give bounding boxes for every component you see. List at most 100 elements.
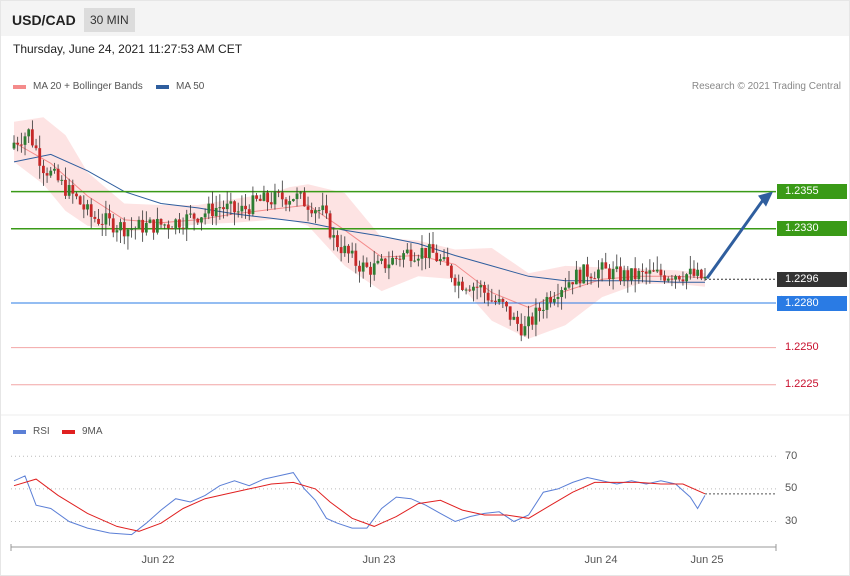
candle-body <box>659 269 663 276</box>
candle-body <box>89 204 93 217</box>
candle-body <box>159 218 163 225</box>
candle-body <box>317 210 321 212</box>
candle-body <box>648 270 652 274</box>
level-label-1.2280: 1.2280 <box>777 295 847 311</box>
candle-body <box>177 219 181 228</box>
x-tick-label: Jun 25 <box>690 554 723 566</box>
candle-body <box>189 213 192 215</box>
candle-body <box>255 195 258 199</box>
candle-body <box>438 259 442 262</box>
candle-body <box>196 218 200 223</box>
candle-body <box>615 266 619 270</box>
candle-body <box>108 213 111 219</box>
candle-body <box>310 209 314 214</box>
candle-body <box>497 299 501 303</box>
candle-body <box>413 260 417 262</box>
rsi-panel <box>11 455 776 536</box>
candle-body <box>527 316 530 327</box>
candle-body <box>409 249 413 262</box>
candle-body <box>560 290 564 298</box>
candle-body <box>53 168 56 171</box>
candle-body <box>600 262 604 270</box>
candle-body <box>328 213 332 238</box>
candle-body <box>339 247 343 254</box>
candle-body <box>251 195 255 215</box>
price-lines <box>13 142 706 309</box>
candle-body <box>681 279 685 282</box>
candle-body <box>45 173 49 176</box>
candle-body <box>549 296 553 303</box>
candle-body <box>148 219 152 223</box>
x-tick-label: Jun 22 <box>141 554 174 566</box>
forecast-arrow <box>705 191 773 280</box>
candle-body <box>350 250 354 254</box>
candle-body <box>402 253 406 260</box>
candle-body <box>93 216 97 219</box>
candle-body <box>240 205 244 212</box>
candle-body <box>284 199 288 205</box>
candle-body <box>483 285 486 293</box>
candle-body <box>119 222 122 231</box>
candle-body <box>556 297 560 299</box>
candles <box>12 120 707 342</box>
candle-body <box>655 269 659 272</box>
candle-body <box>23 136 27 145</box>
candle-body <box>229 201 233 204</box>
candle-body <box>111 218 115 233</box>
candle-body <box>262 192 266 201</box>
timeframe-button[interactable]: 30 MIN <box>84 8 135 32</box>
candle-body <box>446 257 450 266</box>
candle-body <box>505 301 508 307</box>
candle-body <box>295 193 299 200</box>
candle-body <box>86 204 89 210</box>
candle-body <box>75 193 78 197</box>
candle-body <box>16 142 20 145</box>
candle-body <box>126 229 130 237</box>
candle-body <box>163 224 167 226</box>
candle-body <box>475 286 479 288</box>
candle-body <box>519 323 523 336</box>
candle-body <box>203 213 207 218</box>
candle-body <box>71 185 75 194</box>
candle-body <box>332 235 336 238</box>
candle-body <box>376 260 380 264</box>
candle-body <box>567 282 571 288</box>
candle-body <box>277 191 281 193</box>
candle-body <box>288 201 292 205</box>
candle-body <box>696 269 700 276</box>
candle-body <box>174 219 178 229</box>
candle-body <box>64 179 67 196</box>
candle-body <box>144 222 148 233</box>
candle-body <box>563 287 567 291</box>
candle-body <box>34 145 38 149</box>
candle-body <box>461 281 464 291</box>
candle-body <box>622 270 626 281</box>
candle-body <box>225 203 229 210</box>
candle-body <box>490 300 494 302</box>
forecast-arrow-head <box>758 191 773 207</box>
candle-body <box>372 263 376 275</box>
candle-body <box>611 269 615 280</box>
candle-body <box>688 268 692 275</box>
level-label-1.2250: 1.2250 <box>785 341 819 354</box>
rsi-level-label-70: 70 <box>785 449 798 462</box>
candle-body <box>501 299 505 302</box>
candle-body <box>663 275 666 281</box>
level-label-1.2355: 1.2355 <box>777 184 847 200</box>
candle-body <box>130 228 134 230</box>
candle-body <box>545 296 549 310</box>
candle-body <box>336 235 339 248</box>
candle-body <box>597 269 600 279</box>
candle-body <box>38 148 42 166</box>
candle-body <box>508 306 512 320</box>
candle-body <box>236 211 240 213</box>
candle-body <box>479 285 483 288</box>
candle-body <box>472 286 475 291</box>
candle-body <box>593 278 597 280</box>
candle-body <box>582 264 586 284</box>
candle-body <box>670 278 674 280</box>
ma20-swatch <box>13 84 26 89</box>
candle-body <box>361 262 365 272</box>
candle-body <box>354 250 358 266</box>
